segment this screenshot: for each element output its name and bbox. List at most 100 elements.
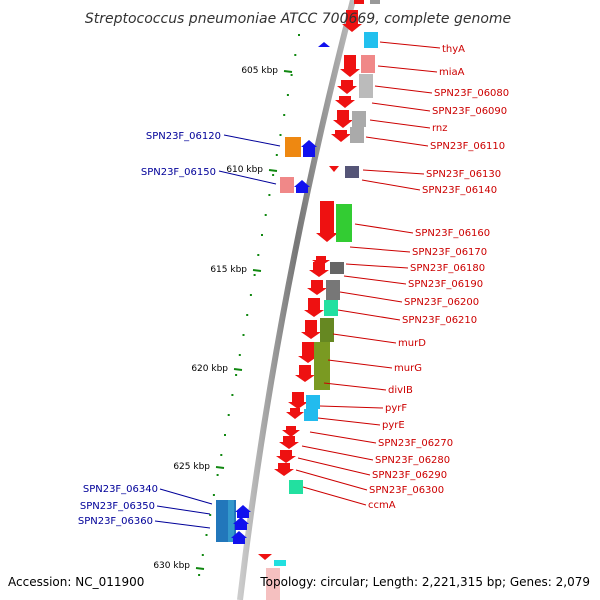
gene-arrow[interactable] [312,256,330,266]
gene-arrow[interactable] [318,42,330,47]
gene-arrow[interactable] [282,426,300,437]
gene-box[interactable] [364,32,378,48]
gene-label[interactable]: pyrF [385,403,407,414]
gene-box[interactable] [359,74,373,98]
gene-arrow[interactable] [298,342,318,363]
kbp-ticks [195,70,293,570]
gene-arrow[interactable] [295,365,315,382]
gene-label[interactable]: SPN23F_06350 [80,501,155,512]
kbp-label-615: 615 kbp [210,265,247,275]
gene-arrow[interactable] [333,110,353,128]
gene-arrow[interactable] [329,166,339,172]
gene-arrow[interactable] [331,130,351,142]
gene-label[interactable]: miaA [439,67,465,78]
position-dot [235,374,238,376]
gene-arrow[interactable] [307,280,327,295]
gene-box[interactable] [330,262,344,274]
gene-label[interactable]: SPN23F_06300 [369,485,444,496]
gene-box[interactable] [370,0,380,4]
kbp-label-625: 625 kbp [173,462,210,472]
gene-box[interactable] [228,500,234,542]
position-dot [286,94,289,96]
reverse-strand-genes [216,42,330,544]
position-dot [238,354,241,356]
position-dot [275,154,278,156]
gene-arrow[interactable] [309,262,329,277]
gene-label[interactable]: SPN23F_06090 [432,106,507,117]
gene-label[interactable]: murD [398,338,426,349]
gene-label[interactable]: pyrE [382,420,405,431]
gene-box[interactable] [326,280,340,300]
right-leader-lines [295,41,441,506]
gene-arrow[interactable] [279,436,299,449]
gene-label[interactable]: divIB [388,385,413,396]
gene-label[interactable]: SPN23F_06130 [426,169,501,180]
gene-arrow[interactable] [235,505,251,518]
gene-box[interactable] [336,204,352,242]
gene-box[interactable] [285,137,301,157]
right-gene-labels: thyA miaA SPN23F_06080 SPN23F_06090 rnz … [368,44,509,511]
gene-box[interactable] [289,480,303,494]
gene-box[interactable] [274,560,286,566]
gene-arrow[interactable] [342,10,362,32]
gene-arrow[interactable] [340,55,360,77]
gene-arrow[interactable] [231,531,247,544]
gene-box[interactable] [304,409,318,421]
gene-label[interactable]: SPN23F_06080 [434,88,509,99]
position-dot [212,494,215,496]
gene-label[interactable]: SPN23F_06110 [430,141,505,152]
gene-label[interactable]: rnz [432,123,448,134]
gene-label[interactable]: SPN23F_06160 [415,228,490,239]
gene-box[interactable] [350,127,364,143]
gene-box[interactable] [280,177,294,193]
gene-box[interactable] [361,55,375,73]
genome-backbone [237,0,356,600]
gene-box[interactable] [352,111,366,127]
gene-arrow[interactable] [286,408,304,419]
kbp-label-605: 605 kbp [241,66,278,76]
gene-box[interactable] [306,395,320,409]
gene-arrow[interactable] [301,320,321,339]
gene-label[interactable]: ccmA [368,500,396,511]
gene-box[interactable] [266,568,280,600]
gene-label[interactable]: SPN23F_06190 [408,279,483,290]
gene-box[interactable] [314,342,330,390]
gene-label[interactable]: SPN23F_06340 [83,484,158,495]
gene-arrow[interactable] [301,140,317,157]
left-leader-lines [154,134,281,529]
position-dot [279,134,282,136]
position-dot [253,274,256,276]
gene-arrow[interactable] [233,517,249,530]
gene-box[interactable] [345,166,359,178]
gene-arrow[interactable] [337,80,357,94]
gene-label[interactable]: SPN23F_06280 [375,455,450,466]
position-dot [231,394,234,396]
gene-arrow[interactable] [335,96,355,108]
gene-arrow[interactable] [276,450,296,463]
gene-arrow[interactable] [258,554,272,560]
gene-arrow[interactable] [274,463,294,476]
gene-arrow[interactable] [316,201,338,242]
gene-arrow[interactable] [288,392,308,409]
gene-label[interactable]: SPN23F_06270 [378,438,453,449]
position-dot [224,434,226,436]
kbp-label-610: 610 kbp [226,165,263,175]
gene-box[interactable] [320,318,334,342]
gene-label[interactable]: SPN23F_06150 [141,167,216,178]
gene-label[interactable]: SPN23F_06200 [404,297,479,308]
gene-arrow[interactable] [304,298,324,317]
gene-label[interactable]: SPN23F_06210 [402,315,477,326]
gene-label[interactable]: SPN23F_06140 [422,185,497,196]
gene-label[interactable]: SPN23F_06360 [78,516,153,527]
position-dot [198,574,201,576]
gene-label[interactable]: murG [394,363,422,374]
gene-label[interactable]: thyA [442,44,465,55]
position-dot [257,254,260,256]
gene-label[interactable]: SPN23F_06180 [410,263,485,274]
gene-label[interactable]: SPN23F_06290 [372,470,447,481]
gene-arrow[interactable] [294,180,310,193]
gene-box[interactable] [324,300,338,316]
gene-label[interactable]: SPN23F_06170 [412,247,487,258]
gene-label[interactable]: SPN23F_06120 [146,131,221,142]
